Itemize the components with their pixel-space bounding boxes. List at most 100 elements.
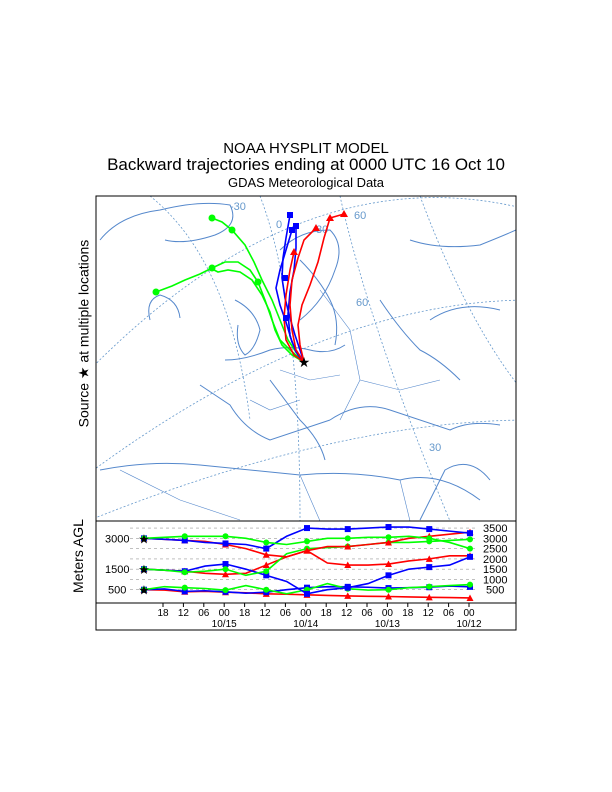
map-borders (119, 289, 441, 521)
height-point (385, 593, 392, 600)
height-point (263, 572, 270, 579)
height-point (222, 540, 229, 547)
hour-tick-label: 06 (443, 608, 455, 619)
hour-tick-label: 18 (239, 608, 251, 619)
map-trajectory-red (289, 227, 317, 363)
height-point (344, 584, 351, 591)
left-height-label: 500 (108, 585, 126, 597)
star-icon: ★ (138, 532, 150, 547)
height-point (467, 536, 473, 543)
map-panel: -30 0 30 60 60 30 (95, 195, 517, 522)
height-point (263, 539, 270, 546)
hour-tick-label: 12 (178, 608, 190, 619)
height-point (425, 593, 433, 601)
height-series (140, 524, 474, 601)
source-height-stars: ★ ★ ★ (138, 532, 150, 598)
height-point (222, 533, 229, 540)
hour-tick-label: 18 (321, 608, 333, 619)
hour-tick-labels: 18 12 06 00 18 12 06 00 18 12 06 00 18 12 06 00 (157, 603, 475, 619)
trajectory-marker (293, 223, 299, 229)
hour-tick-label: 00 (219, 608, 231, 619)
height-point (344, 592, 352, 599)
graticule-label: 30 (429, 442, 441, 454)
graticule-label: 60 (354, 210, 366, 222)
height-point (467, 530, 473, 537)
height-point (466, 594, 474, 601)
map-trajectory-green (211, 217, 305, 363)
graticule-label: 0 (276, 219, 282, 231)
height-point (385, 586, 392, 593)
height-point (467, 553, 473, 560)
graticule-label: 60 (356, 297, 368, 309)
right-height-label: 3500 (483, 523, 507, 535)
height-point (141, 566, 147, 573)
right-height-label: 1000 (483, 574, 507, 586)
trajectory-marker (208, 214, 216, 222)
height-point (222, 570, 229, 578)
star-icon: ★ (138, 563, 150, 578)
date-label: 10/13 (375, 619, 400, 630)
height-point (344, 526, 351, 533)
hour-tick-label: 06 (361, 608, 373, 619)
height-right-labels: 3500 3000 2500 2000 1500 1000 500 (483, 523, 507, 597)
title-line-1: NOAA HYSPLIT MODEL (223, 140, 389, 157)
height-left-labels: 3000 1500 500 (105, 533, 129, 596)
date-label: 10/12 (456, 619, 481, 630)
height-point (385, 534, 392, 541)
hour-tick-label: 06 (198, 608, 210, 619)
hour-tick-label: 12 (423, 608, 435, 619)
height-point (467, 545, 473, 552)
right-height-label: 500 (486, 585, 504, 597)
height-point (263, 568, 270, 575)
height-point (141, 586, 147, 593)
height-point (263, 586, 270, 593)
star-icon: ★ (138, 584, 150, 599)
map-trajectory-red (297, 213, 345, 363)
height-panel: 3000 1500 500 ★ ★ ★ 3500 3000 2500 2000 15… (95, 520, 517, 604)
height-point (467, 581, 473, 588)
time-axis: 18 12 06 00 18 12 06 00 18 12 06 00 18 12 06 00 10/15 10… (95, 602, 517, 631)
date-label: 10/15 (212, 619, 237, 630)
map-trajectory-green (209, 267, 305, 363)
height-point (263, 545, 270, 552)
height-point (181, 533, 188, 540)
hour-tick-label: 18 (157, 608, 169, 619)
trajectory-marker (208, 264, 216, 272)
height-point (344, 561, 352, 569)
trajectory-marker (340, 210, 348, 217)
graticule-labels: -30 0 30 60 60 30 (230, 201, 441, 454)
source-star-icon: ★ (298, 355, 311, 371)
trajectory-marker (254, 278, 262, 286)
trajectory-marker (326, 214, 334, 221)
height-point (426, 526, 433, 533)
trajectory-marker (289, 227, 295, 233)
height-point (262, 551, 270, 558)
hour-tick-label: 12 (259, 608, 271, 619)
height-point (304, 525, 310, 532)
trajectory-marker (312, 224, 320, 231)
right-height-label: 3000 (483, 533, 507, 545)
graticule-label: -30 (230, 201, 246, 213)
date-label: 10/14 (293, 619, 318, 630)
height-point (426, 583, 433, 590)
height-point (304, 538, 310, 545)
title-line-2: Backward trajectories ending at 0000 UTC… (107, 155, 505, 174)
trajectory-marker (287, 212, 293, 218)
height-series-line-red (143, 549, 470, 576)
height-point (262, 561, 270, 569)
map-trajectory-markers (152, 210, 348, 321)
left-height-label: 1500 (105, 564, 129, 576)
height-point (304, 590, 310, 597)
hour-tick-label: 18 (402, 608, 414, 619)
height-point (222, 561, 229, 568)
height-point (426, 564, 433, 571)
right-height-label: 1500 (483, 564, 507, 576)
height-point (181, 569, 188, 576)
height-point (385, 572, 392, 579)
height-point (385, 538, 392, 546)
height-point (344, 535, 351, 542)
hour-tick-label: 00 (300, 608, 312, 619)
height-point (425, 555, 433, 562)
map-trajectories (155, 213, 345, 363)
height-point (222, 587, 229, 594)
